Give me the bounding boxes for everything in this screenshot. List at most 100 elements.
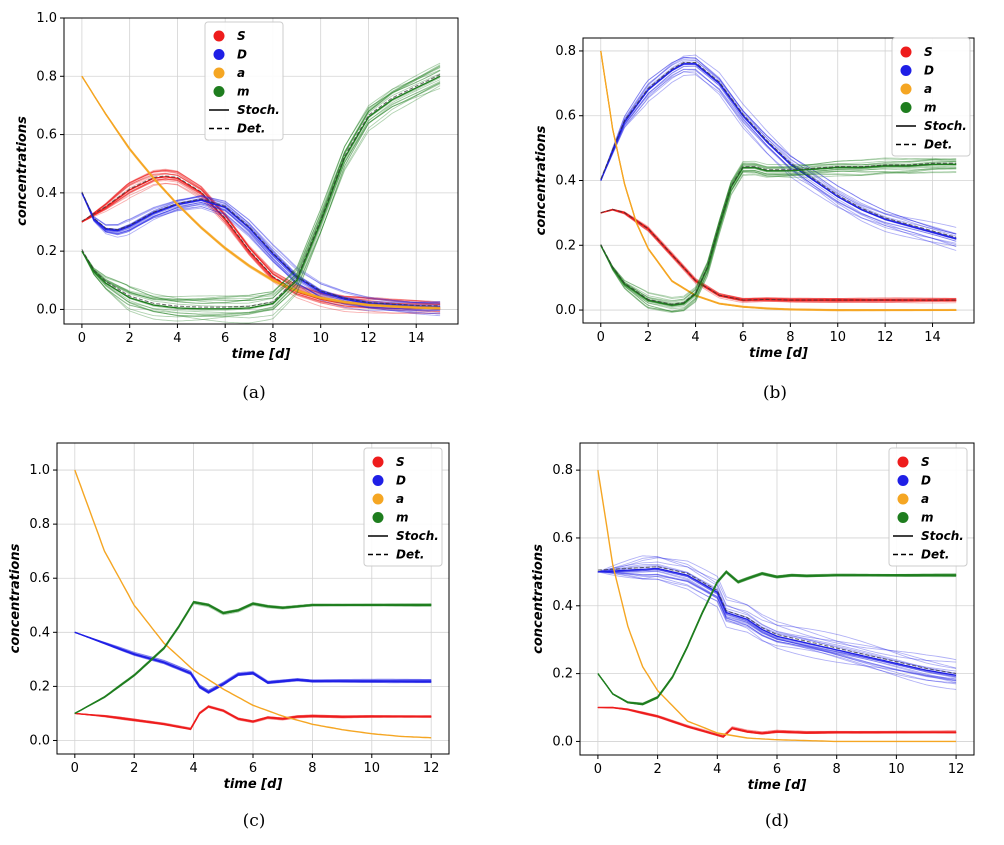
x-tick-label: 12 xyxy=(877,330,894,345)
legend-marker-m xyxy=(897,512,909,523)
series-m-stoch-mean xyxy=(81,75,441,310)
series-m-stoch-run xyxy=(81,69,441,304)
series-D-stoch-run xyxy=(81,192,441,304)
series-m-stoch-run xyxy=(81,62,441,298)
series-D-stoch-run xyxy=(74,631,432,691)
series-a-stoch-mean xyxy=(74,469,432,739)
series-m-stoch-run xyxy=(81,66,441,302)
series-D-stoch-run xyxy=(81,192,441,317)
series-D-stoch-run xyxy=(81,192,441,310)
x-tick-label: 14 xyxy=(924,330,941,345)
series-D-stoch-run xyxy=(600,70,957,244)
series-D-stoch-run xyxy=(81,192,441,315)
series-m-stoch-run xyxy=(81,65,441,300)
x-tick-label: 8 xyxy=(269,331,277,346)
x-tick-label: 8 xyxy=(833,762,841,777)
series-D-stoch-run xyxy=(81,192,441,311)
legend-marker-m xyxy=(372,512,384,523)
series-D-stoch-run xyxy=(597,563,957,674)
x-tick-label: 0 xyxy=(594,762,602,777)
series-m-stoch-run xyxy=(81,83,441,318)
legend-label: Stoch. xyxy=(921,529,964,543)
plot-area xyxy=(597,469,957,743)
legend-marker-D xyxy=(372,475,384,486)
series-m-stoch-run xyxy=(81,79,441,314)
series-D-stoch-run xyxy=(597,565,957,675)
series-m-stoch-run xyxy=(600,158,957,302)
series-D-stoch-run xyxy=(600,65,957,242)
series-D-stoch-run xyxy=(600,56,957,235)
series-S-stoch-run xyxy=(81,170,441,305)
x-tick-label: 12 xyxy=(423,761,440,776)
plot-area xyxy=(600,50,957,313)
series-m-stoch-run xyxy=(600,158,957,303)
legend-label: Det. xyxy=(396,548,424,562)
legend-label: a xyxy=(396,492,404,506)
series-D-stoch-run xyxy=(597,571,957,685)
legend-marker-a xyxy=(372,493,384,505)
series-m-stoch-run xyxy=(81,82,441,319)
series-S-stoch-run xyxy=(600,208,957,300)
legend-label: Det. xyxy=(924,138,952,152)
y-tick-label: 0.8 xyxy=(29,517,50,532)
series-S-stoch-run xyxy=(600,208,957,300)
legend-label: Stoch. xyxy=(924,119,967,133)
x-tick-label: 6 xyxy=(221,331,229,346)
x-tick-label: 4 xyxy=(173,331,181,346)
series-D-stoch-run xyxy=(597,571,957,684)
series-m-stoch-mean xyxy=(600,163,957,306)
legend-marker-a xyxy=(213,67,225,79)
x-axis-label: time [d] xyxy=(749,346,808,361)
series-D-stoch-run xyxy=(597,571,957,680)
series-D-stoch-run xyxy=(597,555,957,669)
series-m-stoch-run xyxy=(81,69,441,304)
legend-label: D xyxy=(396,474,406,488)
series-D-stoch-run xyxy=(81,192,441,312)
series-D-stoch-run xyxy=(600,60,957,235)
legend-label: S xyxy=(924,45,933,59)
series-S-stoch-run xyxy=(81,182,441,315)
series-m-stoch-run xyxy=(81,70,441,304)
chart-panel-d: 0 2 4 6 8 10 12 0.0 0.2 0.4 0.6 0.8 time [d] concentr… xyxy=(531,442,975,831)
series-D-stoch-run xyxy=(597,571,957,680)
legend-label: Stoch. xyxy=(396,529,439,543)
series-S-stoch-mean xyxy=(74,705,432,730)
series-m-stoch-run xyxy=(600,170,957,312)
legend-label: Det. xyxy=(237,122,265,136)
series-m-stoch-run xyxy=(600,170,957,313)
series-D-stoch-run xyxy=(597,556,957,669)
series-m-stoch-run xyxy=(600,167,957,313)
y-tick-label: 0.4 xyxy=(29,625,50,640)
series-D-stoch-run xyxy=(597,569,957,677)
x-tick-label: 8 xyxy=(308,761,316,776)
series-S-stoch-run xyxy=(600,209,957,303)
legend-marker-D xyxy=(900,65,912,76)
legend-label: m xyxy=(921,511,934,525)
y-tick-label: 0.2 xyxy=(29,679,50,694)
chart-panel-b: 0 2 4 6 8 10 12 14 0.0 0.2 0.4 0.6 0.8 time [d] concen… xyxy=(534,37,975,403)
y-tick-label: 0.0 xyxy=(36,302,57,317)
y-axis-label: concentrations xyxy=(15,116,30,226)
legend-label: S xyxy=(237,29,246,43)
series-S-stoch-run xyxy=(81,178,441,311)
legend-label: m xyxy=(396,511,409,525)
series-S-stoch-run xyxy=(81,170,441,305)
y-axis-label: concentrations xyxy=(531,544,546,654)
series-D-stoch-mean xyxy=(597,567,957,676)
series-S-stoch-run xyxy=(81,169,441,303)
legend-marker-m xyxy=(213,86,225,97)
y-tick-label: 1.0 xyxy=(29,463,50,478)
x-tick-label: 6 xyxy=(773,762,781,777)
series-D-stoch-run xyxy=(81,192,441,304)
legend-marker-D xyxy=(897,475,909,486)
axes-frame xyxy=(63,17,459,325)
series-S-stoch-run xyxy=(81,178,441,310)
y-tick-label: 1.0 xyxy=(36,11,57,26)
series-m-stoch-run xyxy=(600,167,957,313)
series-D-stoch-run xyxy=(597,571,957,681)
series-D-stoch-run xyxy=(597,571,957,684)
legend-label: S xyxy=(921,455,930,469)
series-D-stoch-run xyxy=(74,631,432,691)
series-S-stoch-mean xyxy=(597,706,957,738)
